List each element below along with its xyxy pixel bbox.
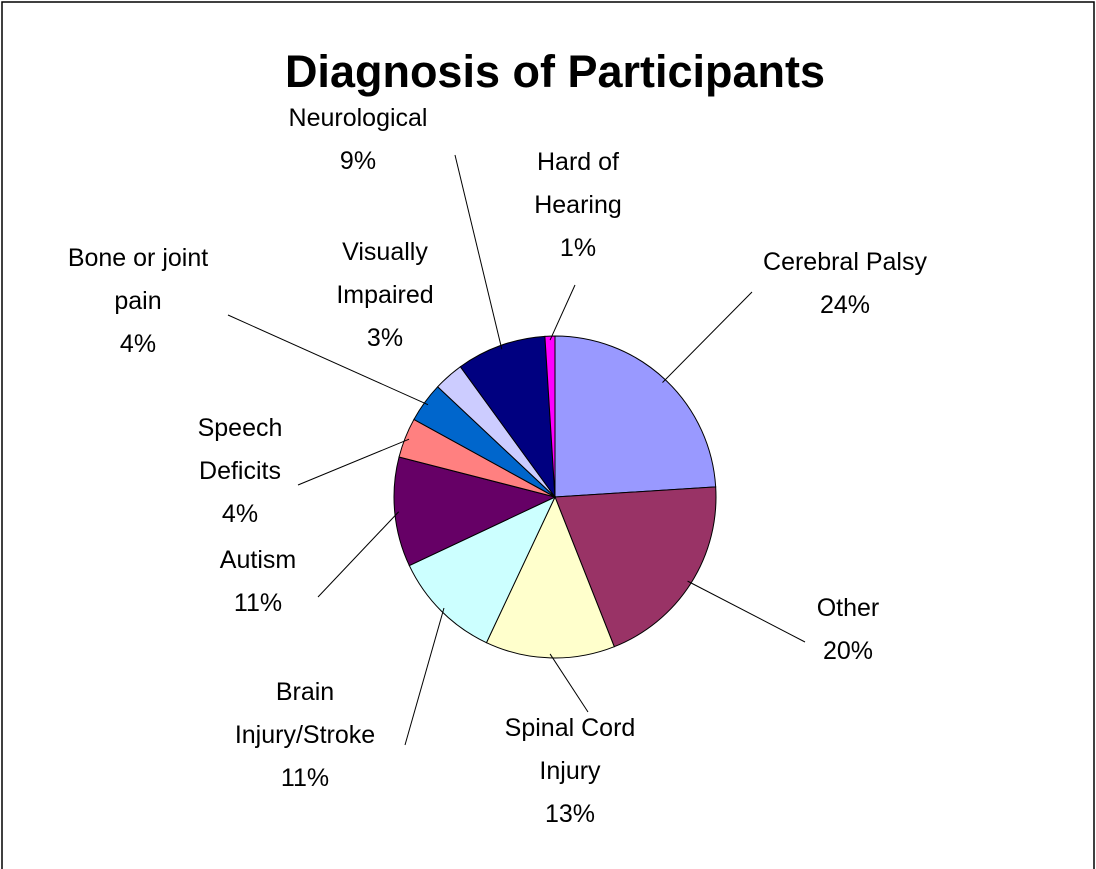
pie-slice xyxy=(554,335,717,498)
value-label: 24% xyxy=(819,291,871,319)
category-label: Hard of Hearing xyxy=(534,148,622,219)
pie-slice xyxy=(408,495,557,644)
value-label: 11% xyxy=(280,764,330,792)
slice-label: Bone or joint pain 4% xyxy=(53,237,223,366)
leader-line xyxy=(454,154,503,350)
leader-line xyxy=(549,653,589,713)
leader-line xyxy=(687,580,806,643)
leader-line xyxy=(227,314,429,406)
slice-label: Neurological 9% xyxy=(278,97,438,183)
leader-line xyxy=(549,284,576,341)
category-label: Spinal Cord Injury xyxy=(504,714,636,785)
category-label: Speech Deficits xyxy=(197,414,283,485)
value-label: 3% xyxy=(366,324,404,352)
slice-label: Spinal Cord Injury 13% xyxy=(495,707,645,836)
category-label: Visually Impaired xyxy=(336,238,434,309)
category-label: Other xyxy=(816,594,880,622)
category-label: Neurological xyxy=(288,104,428,132)
category-label: Bone or joint pain xyxy=(67,244,209,315)
value-label: 20% xyxy=(822,637,874,665)
leader-line xyxy=(404,607,445,746)
pie-slice xyxy=(485,495,615,659)
leader-line xyxy=(662,291,753,383)
value-label: 13% xyxy=(544,800,596,828)
category-label: Brain Injury/Stroke xyxy=(234,678,376,749)
slice-label: Cerebral Palsy 24% xyxy=(750,241,940,327)
value-label: 9% xyxy=(339,147,377,175)
value-label: 4% xyxy=(119,330,157,358)
slice-label: Autism 11% xyxy=(198,539,318,625)
value-label: 11% xyxy=(233,589,283,617)
slice-label: Visually Impaired 3% xyxy=(320,231,450,360)
value-label: 4% xyxy=(221,500,259,528)
chart-title: Diagnosis of Participants xyxy=(285,46,825,97)
leader-line xyxy=(317,511,400,598)
pie-slice xyxy=(393,456,557,567)
leader-line xyxy=(297,438,410,486)
slice-label: Other 20% xyxy=(788,587,908,673)
slice-label: Brain Injury/Stroke 11% xyxy=(220,671,390,800)
value-label: 1% xyxy=(559,234,597,262)
slice-label: Speech Deficits 4% xyxy=(185,407,295,536)
category-label: Cerebral Palsy xyxy=(763,248,927,276)
pie-slice xyxy=(544,335,556,498)
slice-label: Hard of Hearing 1% xyxy=(528,141,628,270)
category-label: Autism xyxy=(219,546,297,574)
